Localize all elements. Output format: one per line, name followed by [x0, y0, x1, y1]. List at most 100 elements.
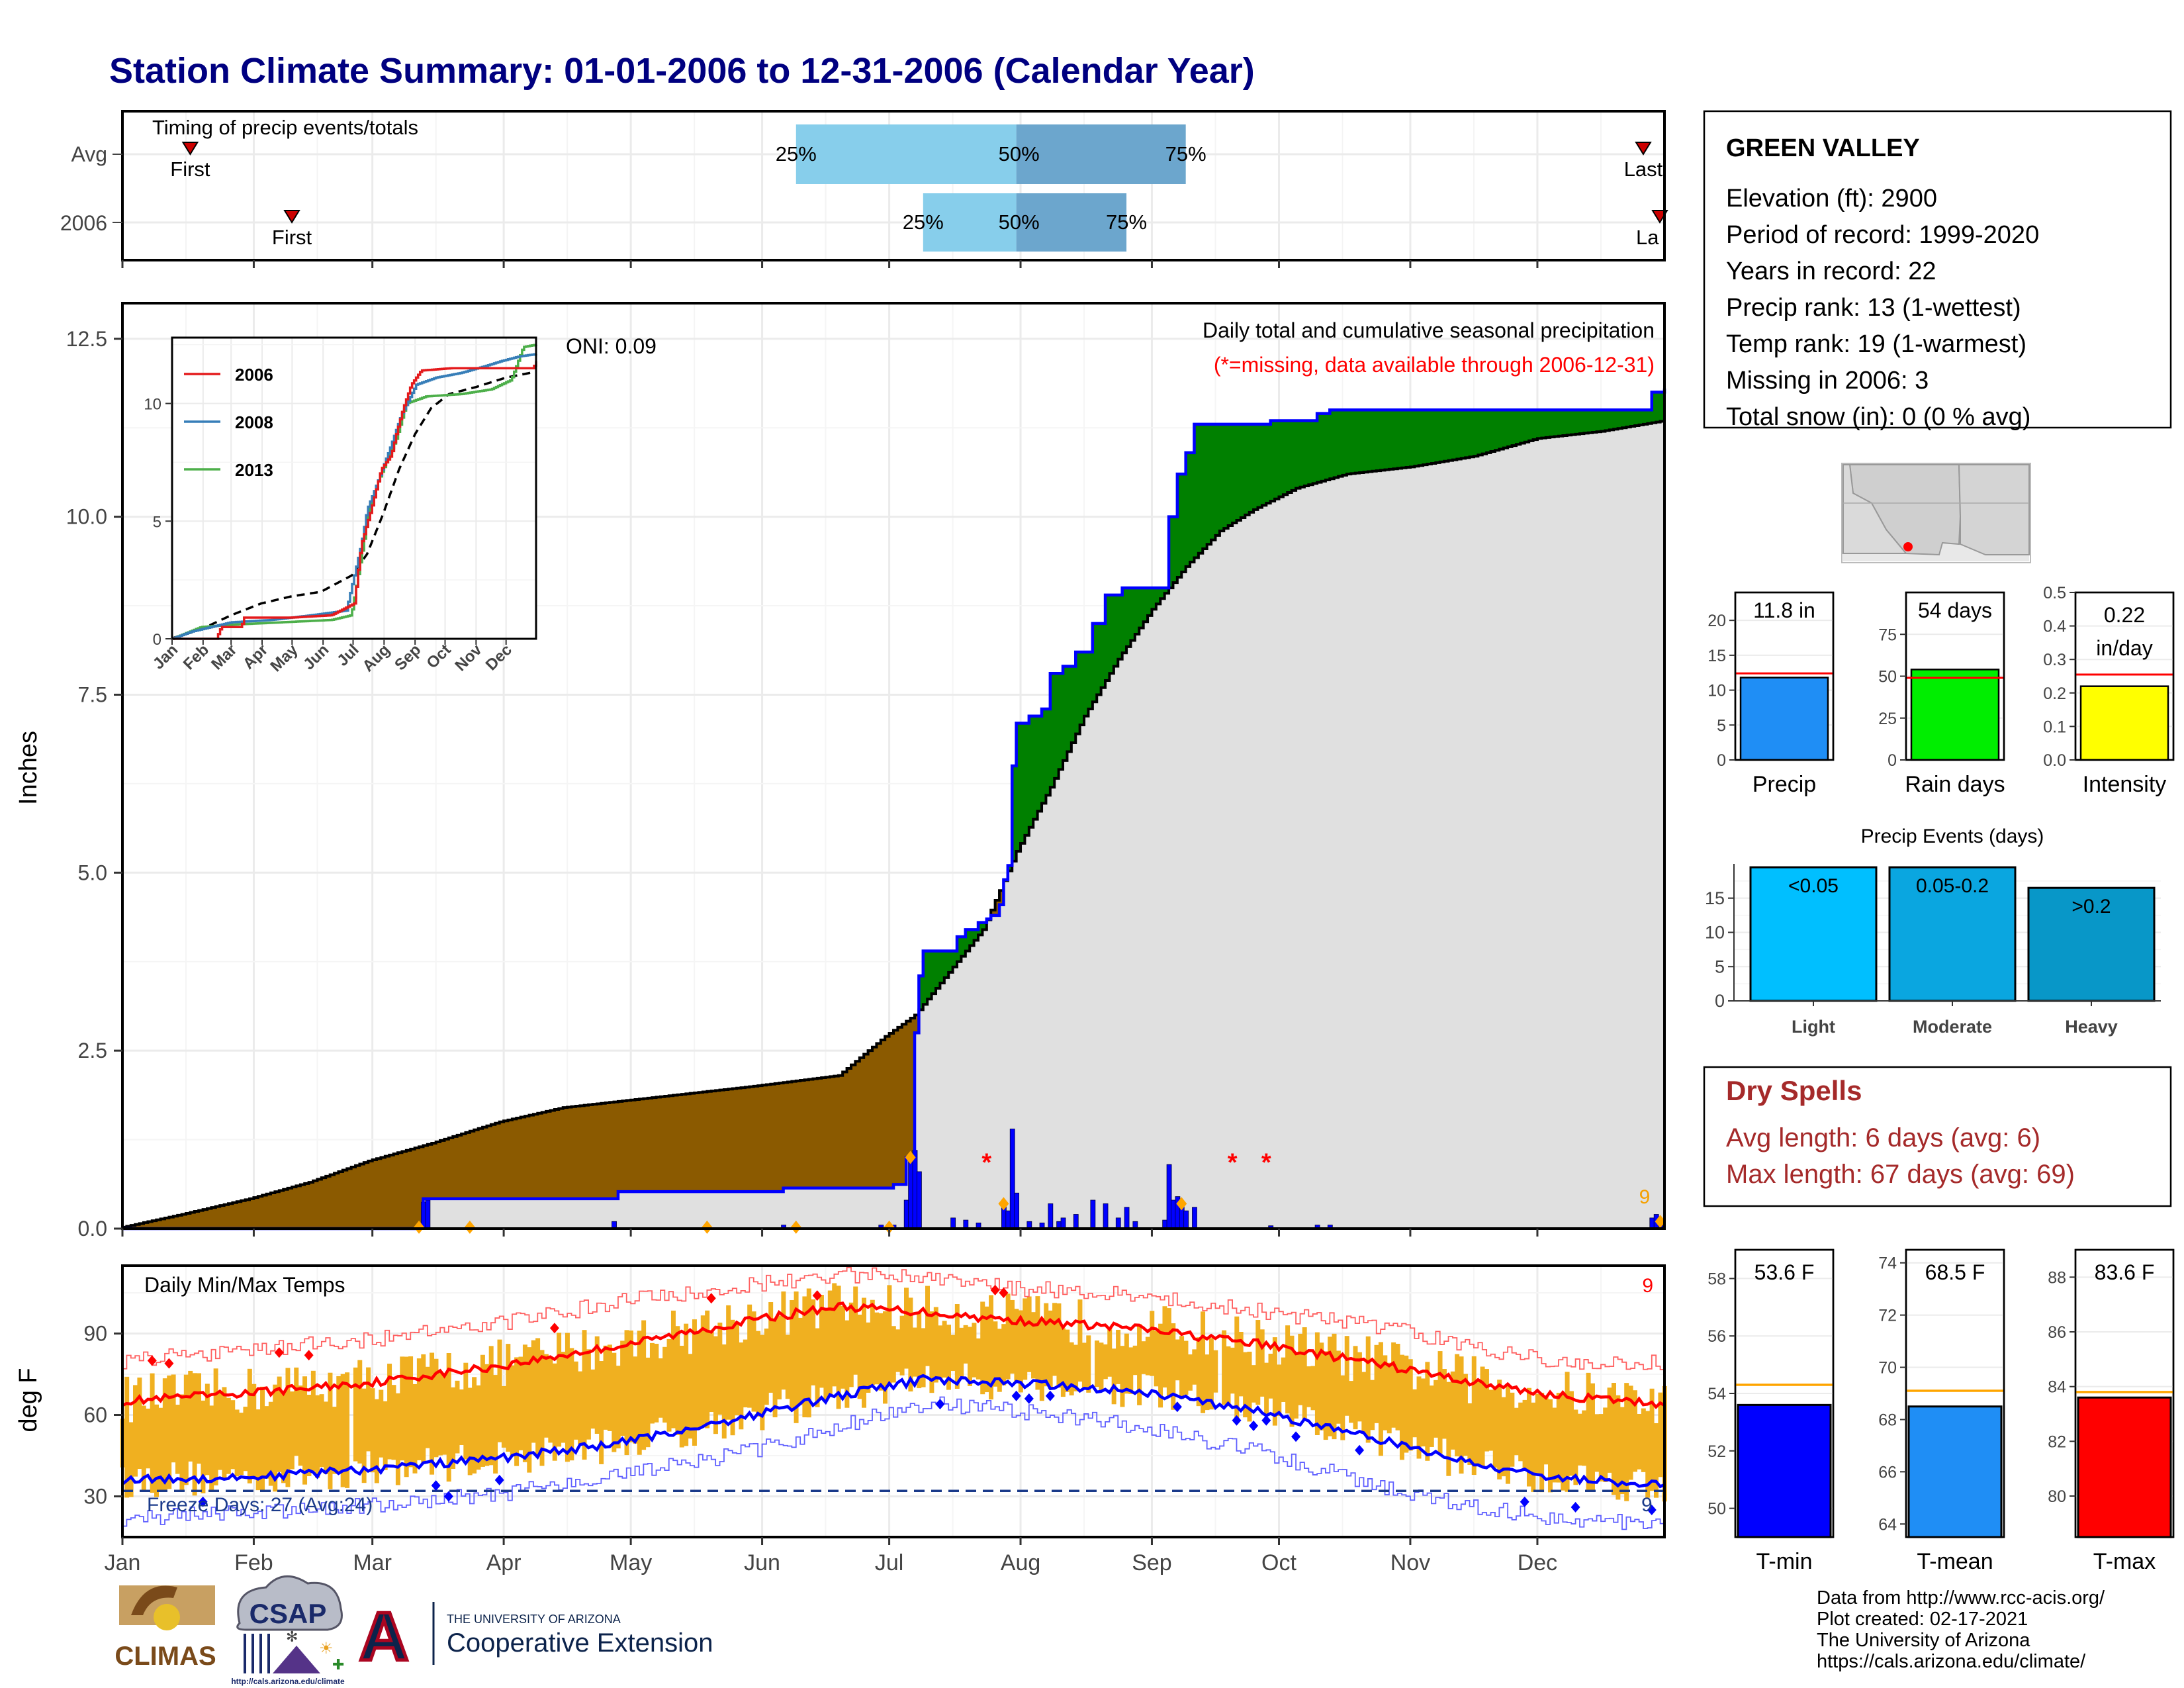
- daily-temp-range-bar: [751, 1311, 756, 1412]
- inset-y-tick-label: 5: [153, 513, 161, 531]
- record-low-marker: [1570, 1501, 1580, 1513]
- footer-line-4: https://cals.arizona.edu/climate/: [1817, 1651, 2086, 1672]
- sun-icon: ☀: [319, 1640, 334, 1658]
- month-label-aug: Aug: [1001, 1550, 1041, 1575]
- csap-mountain: [273, 1646, 320, 1673]
- daily-temp-range-bar: [980, 1301, 985, 1395]
- daily-temp-range-bar: [1234, 1316, 1240, 1419]
- daily-temp-range-bar: [133, 1385, 138, 1477]
- summary-y-tick-label: 0.3: [2043, 651, 2066, 669]
- daily-temp-range-bar: [484, 1364, 490, 1466]
- climas-logo-text: CLIMAS: [114, 1642, 216, 1671]
- temp-bar-x-label: T-mean: [1917, 1549, 1993, 1574]
- map-new-mexico: [1958, 464, 2030, 555]
- daily-temp-range-bar: [1535, 1393, 1540, 1475]
- daily-temp-range-bar: [1332, 1333, 1337, 1440]
- daily-temp-range-bar: [772, 1318, 778, 1418]
- daily-temp-range-bar: [1141, 1341, 1146, 1374]
- daily-temp-range-bar: [565, 1333, 570, 1462]
- daily-temp-range-bar: [294, 1367, 299, 1456]
- daily-temp-range-bar: [345, 1372, 350, 1488]
- timing-panel: 25% 50% 75% First Last 25% 50% 75% First La Timin…: [60, 110, 1668, 268]
- daily-temp-range-bar: [1039, 1318, 1044, 1401]
- timing-rows: 25% 50% 75% First Last 25% 50% 75% First La: [170, 124, 1668, 252]
- inset-x-tick-label: Feb: [180, 641, 212, 673]
- daily-temp-range-bar: [594, 1336, 600, 1434]
- events-title: Precip Events (days): [1861, 825, 2044, 847]
- daily-temp-range-bar: [188, 1370, 193, 1462]
- daily-temp-range-bar: [612, 1352, 617, 1452]
- first-event-label: First: [272, 226, 312, 249]
- daily-precip-bar: [917, 1171, 922, 1229]
- daily-temp-range-bar: [442, 1372, 447, 1455]
- daily-temp-range-bar: [167, 1375, 172, 1489]
- temp-ylabel: deg F: [15, 1368, 42, 1432]
- daily-temp-range-bar: [1552, 1407, 1557, 1483]
- daily-temp-range-bar: [578, 1371, 583, 1444]
- daily-temp-range-bar: [684, 1323, 689, 1446]
- daily-temp-range-bar: [1243, 1352, 1248, 1418]
- daily-temp-range-bar: [844, 1320, 850, 1408]
- temp-bar-y-tick-label: 74: [1878, 1254, 1897, 1273]
- daily-temp-range-bar: [1179, 1336, 1185, 1399]
- daily-temp-range-bar: [582, 1330, 587, 1460]
- daily-temp-range-bar: [866, 1322, 871, 1393]
- daily-temp-range-bar: [954, 1304, 960, 1389]
- daily-temp-range-bar: [908, 1297, 913, 1392]
- daily-temp-range-bar: [1408, 1359, 1413, 1451]
- daily-temp-range-bar: [302, 1376, 308, 1485]
- daily-temp-range-bar: [324, 1401, 329, 1474]
- temp-bar-y-tick-label: 88: [2048, 1268, 2066, 1287]
- record-high-marker: [990, 1284, 1000, 1295]
- first-event-label: First: [170, 158, 210, 181]
- daily-temp-range-bar: [1441, 1369, 1447, 1439]
- dry-spells-box: Dry Spells Avg length: 6 days (avg: 6) M…: [1703, 1066, 2172, 1207]
- daily-temp-range-bar: [827, 1290, 833, 1396]
- daily-temp-range-bar: [794, 1291, 799, 1423]
- summary-y-tick-label: 15: [1707, 647, 1726, 665]
- record-high-marker: [999, 1288, 1009, 1298]
- daily-temp-range-bar: [1425, 1362, 1430, 1461]
- daily-precip-bar: [1048, 1203, 1054, 1229]
- inset-y-ticks: 0 5 10: [144, 396, 172, 649]
- month-label-oct: Oct: [1261, 1550, 1297, 1575]
- daily-temp-range-bar: [1649, 1388, 1655, 1491]
- map-station-marker: [1903, 542, 1913, 551]
- record-low-marker: [1172, 1401, 1182, 1413]
- daily-temp-range-bar: [315, 1395, 320, 1478]
- precip-ylabel: Inches: [15, 731, 42, 805]
- daily-temp-range-bar: [1399, 1354, 1404, 1460]
- csap-cloud: [236, 1575, 343, 1631]
- timing-bar-q50-q75: [1016, 193, 1127, 252]
- daily-temp-range-bar: [1230, 1347, 1235, 1394]
- daily-temp-range-bar: [1272, 1337, 1277, 1426]
- daily-temp-range-bar: [510, 1365, 515, 1456]
- daily-temp-range-bar: [776, 1315, 782, 1400]
- timing-frame: [121, 110, 1666, 261]
- record-low-marker: [1261, 1415, 1271, 1426]
- daily-temp-range-bar: [1107, 1328, 1113, 1377]
- last-event-label: La: [1636, 226, 1659, 249]
- avg-max-line: [122, 1301, 1666, 1409]
- temp-bar-value-label: 53.6 F: [1754, 1260, 1815, 1284]
- timing-x-ticks: [121, 260, 1539, 268]
- daily-temp-range-bar: [929, 1311, 934, 1393]
- daily-temp-range-bar: [721, 1344, 727, 1439]
- daily-temp-range-bar: [310, 1370, 316, 1472]
- daily-temp-range-bar: [1132, 1345, 1138, 1376]
- daily-temp-range-bar: [298, 1385, 303, 1466]
- temperature-panel: Daily Min/Max Temps 9 Freeze Days: 27 (A…: [15, 1264, 1667, 1575]
- last-event-label: Last: [1624, 158, 1663, 181]
- daily-temp-range-bar: [1510, 1392, 1515, 1467]
- daily-temp-range-bar: [1349, 1381, 1354, 1423]
- daily-temp-range-bar: [488, 1346, 494, 1466]
- summary-bar-precip: [1739, 677, 1829, 761]
- daily-temp-range-bar: [785, 1335, 790, 1399]
- daily-temp-range-bar: [1137, 1324, 1142, 1405]
- daily-temp-range-bar: [797, 1317, 803, 1405]
- csap-url: http://cals.arizona.edu/climate: [231, 1677, 345, 1686]
- timing-row-label-avg: Avg: [71, 142, 107, 166]
- daily-temp-range-bar: [1073, 1344, 1079, 1391]
- extreme-precip-markers: [414, 1150, 1666, 1234]
